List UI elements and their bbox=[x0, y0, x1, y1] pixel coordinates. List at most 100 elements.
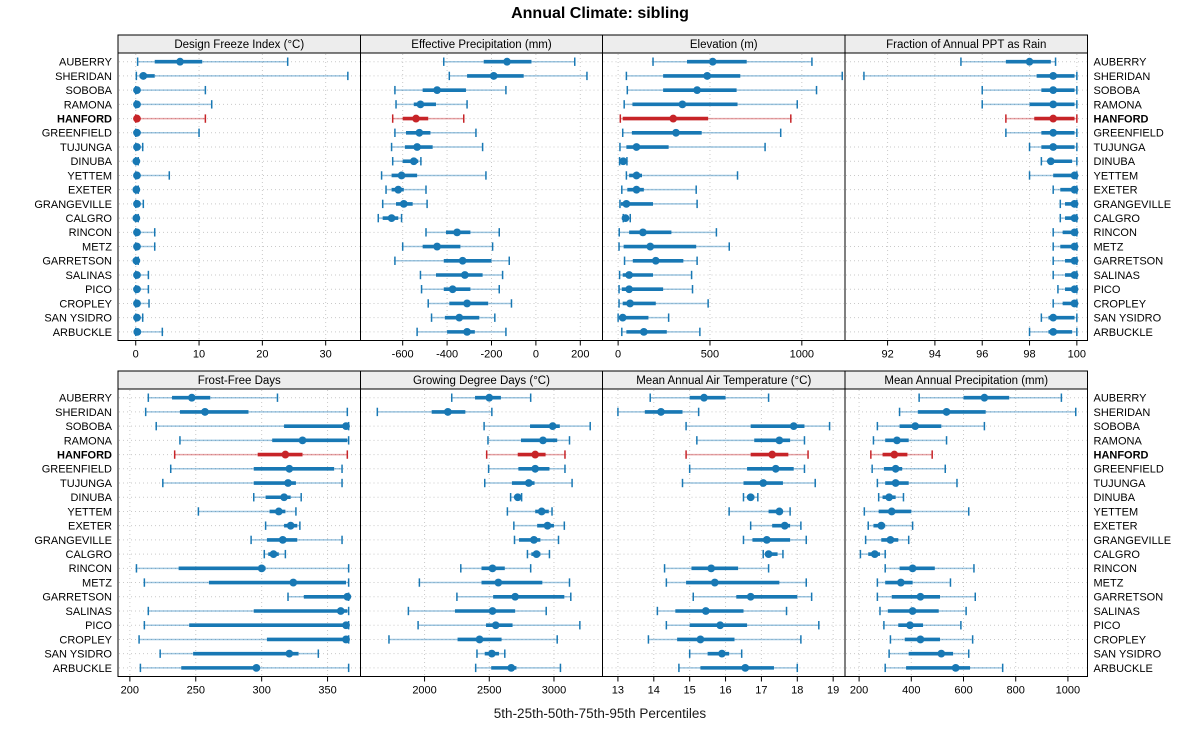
axis-tick-label: 17 bbox=[755, 685, 767, 697]
median-dot bbox=[485, 393, 494, 402]
median-dot bbox=[951, 663, 960, 672]
median-dot bbox=[133, 313, 141, 322]
median-dot bbox=[646, 242, 655, 251]
percentile-row-auberry bbox=[649, 393, 770, 402]
panel-design-freeze-index-c: Design Freeze Index (°C) 0 10 20 30 bbox=[117, 34, 361, 361]
percentile-row-garretson bbox=[623, 256, 698, 265]
percentile-row-yettem bbox=[197, 507, 297, 516]
station-label-left-hanford: HANFORD bbox=[57, 449, 112, 461]
station-label-right-san-ysidro: SAN YSIDRO bbox=[1094, 313, 1162, 325]
median-dot bbox=[942, 408, 951, 416]
median-dot bbox=[524, 479, 533, 487]
panel-fraction-of-annual-ppt-as-rain: Fraction of Annual PPT as Rain 92 94 96 98 10… bbox=[844, 34, 1088, 361]
percentile-row-arbuckle bbox=[139, 663, 350, 673]
axis-tick-label: 96 bbox=[976, 349, 988, 361]
percentile-row-san-ysidro bbox=[430, 313, 496, 322]
median-dot bbox=[701, 607, 710, 615]
percentile-row-hanford bbox=[173, 450, 349, 459]
percentile-row-ramona bbox=[981, 100, 1078, 109]
axis-tick-label: 15 bbox=[684, 685, 696, 697]
station-label-right-salinas: SALINAS bbox=[1094, 606, 1140, 618]
percentile-row-salinas bbox=[879, 606, 967, 616]
median-dot bbox=[980, 393, 989, 402]
percentile-row-dinuba bbox=[509, 493, 523, 502]
median-dot bbox=[887, 507, 896, 516]
panel-elevation-m: Elevation (m) 0 500 1000 bbox=[602, 34, 846, 361]
axis-tick-label: 19 bbox=[827, 685, 839, 697]
percentile-row-calgro bbox=[762, 549, 784, 559]
percentile-row-pico bbox=[618, 285, 694, 294]
percentile-row-soboba bbox=[155, 421, 350, 431]
median-dot bbox=[789, 422, 798, 431]
median-dot bbox=[132, 214, 141, 223]
percentile-row-sheridan bbox=[448, 71, 588, 81]
percentile-row-auberry bbox=[136, 57, 289, 66]
station-label-left-greenfield: GREENFIELD bbox=[42, 128, 112, 140]
station-label-right-cropley: CROPLEY bbox=[1094, 298, 1147, 310]
station-label-right-sheridan: SHERIDAN bbox=[1094, 71, 1151, 83]
percentile-row-grangeville bbox=[513, 535, 560, 545]
station-label-left-hanford: HANFORD bbox=[57, 113, 112, 125]
axis-tick-label: -400 bbox=[436, 349, 458, 361]
percentile-row-salinas bbox=[656, 606, 788, 616]
median-dot bbox=[507, 663, 516, 672]
percentile-row-cropley bbox=[1052, 299, 1079, 308]
median-dot bbox=[133, 171, 141, 180]
panel-effective-precipitation-mm: Effective Precipitation (mm) -600 -400 -200… bbox=[360, 34, 603, 361]
percentile-row-soboba bbox=[483, 421, 591, 431]
station-label-left-san-ysidro: SAN YSIDRO bbox=[44, 313, 112, 325]
percentile-row-greenfield bbox=[487, 464, 566, 473]
median-dot bbox=[530, 536, 538, 544]
percentile-row-rincon bbox=[133, 228, 156, 237]
percentile-row-cropley bbox=[889, 635, 974, 644]
percentile-row-salinas bbox=[407, 606, 547, 616]
percentile-row-greenfield bbox=[871, 464, 946, 473]
percentile-row-hanford bbox=[133, 114, 207, 123]
median-dot bbox=[1070, 242, 1079, 251]
median-dot bbox=[890, 450, 899, 459]
axis-tick-label: 30 bbox=[320, 349, 332, 361]
median-dot bbox=[632, 185, 641, 194]
median-dot bbox=[133, 86, 141, 95]
percentile-row-garretson bbox=[132, 256, 141, 265]
median-dot bbox=[415, 128, 424, 137]
percentile-row-greenfield bbox=[169, 464, 343, 473]
axis-tick-label: 3000 bbox=[542, 685, 566, 697]
percentile-row-sheridan bbox=[617, 407, 700, 417]
station-label-right-grangeville: GRANGEVILLE bbox=[1094, 535, 1172, 547]
percentile-row-garretson bbox=[876, 592, 977, 601]
x-axis-caption: 5th-25th-50th-75th-95th Percentiles bbox=[493, 706, 707, 721]
station-label-left-auberry: AUBERRY bbox=[59, 393, 113, 405]
axis-tick-label: 92 bbox=[881, 349, 893, 361]
percentile-row-rincon bbox=[460, 564, 532, 573]
axis-tick-label: 100 bbox=[1068, 349, 1086, 361]
axis-tick-label: 13 bbox=[612, 685, 624, 697]
percentile-row-hanford bbox=[391, 114, 465, 123]
median-dot bbox=[1070, 285, 1079, 294]
median-dot bbox=[1049, 313, 1058, 322]
median-dot bbox=[710, 578, 719, 587]
axis-tick-label: 98 bbox=[1023, 349, 1035, 361]
median-dot bbox=[298, 436, 307, 445]
percentile-row-dinuba bbox=[1040, 157, 1078, 166]
percentile-row-pico bbox=[417, 621, 581, 630]
station-label-right-metz: METZ bbox=[1094, 241, 1124, 253]
station-label-left-yettem: YETTEM bbox=[67, 506, 112, 518]
percentile-row-pico bbox=[1057, 285, 1079, 294]
percentile-row-salinas bbox=[147, 606, 350, 616]
percentile-row-arbuckle bbox=[884, 663, 1004, 673]
median-dot bbox=[491, 621, 500, 630]
median-dot bbox=[133, 327, 142, 336]
percentile-row-pico bbox=[133, 285, 150, 294]
percentile-row-yettem bbox=[133, 171, 171, 180]
axis-tick-label: 200 bbox=[571, 349, 589, 361]
median-dot bbox=[543, 521, 552, 530]
percentile-row-soboba bbox=[876, 421, 986, 431]
percentile-row-hanford bbox=[619, 114, 792, 123]
percentile-row-rincon bbox=[884, 564, 975, 573]
median-dot bbox=[342, 621, 350, 630]
percentile-row-exeter bbox=[132, 185, 141, 194]
station-label-right-exeter: EXETER bbox=[1094, 521, 1138, 533]
station-label-left-tujunga: TUJUNGA bbox=[60, 142, 113, 154]
percentile-row-salinas bbox=[1052, 270, 1079, 280]
